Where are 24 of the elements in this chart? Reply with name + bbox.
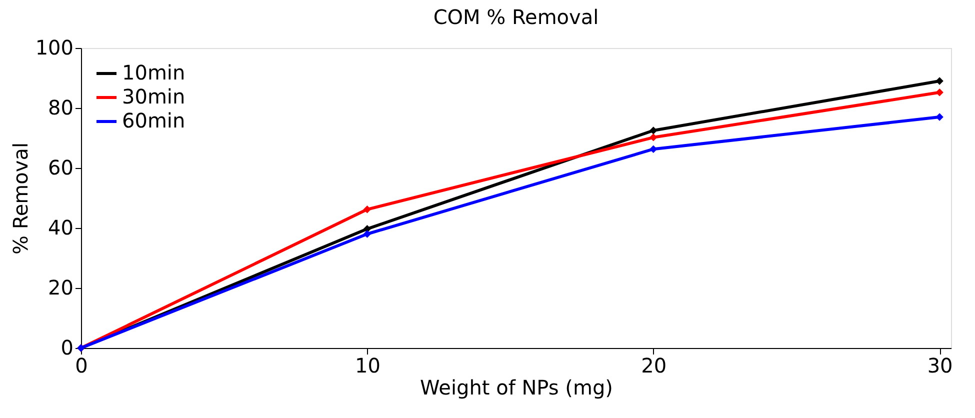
y-tick-label: 100 <box>35 36 74 60</box>
chart-title: COM % Removal <box>433 5 599 29</box>
point <box>649 134 658 142</box>
legend-label: 30min <box>122 84 186 108</box>
x-tick-label: 20 <box>641 354 667 378</box>
x-tick-label: 0 <box>75 354 88 378</box>
legend-label: 10min <box>122 60 186 84</box>
y-tick-label: 60 <box>48 156 74 180</box>
y-tick-label: 0 <box>60 336 74 360</box>
y-tick-label: 80 <box>48 96 74 120</box>
point <box>936 77 944 85</box>
legend-label: 60min <box>122 108 186 132</box>
point <box>936 88 944 96</box>
point <box>363 230 372 238</box>
x-axis-title: Weight of NPs (mg) <box>420 376 613 400</box>
point <box>936 113 944 121</box>
x-tick-label: 10 <box>354 354 380 378</box>
x-tick-label: 30 <box>927 354 953 378</box>
y-axis-title: % Removal <box>8 142 32 255</box>
point <box>649 145 658 153</box>
point <box>649 126 658 134</box>
y-tick-label: 20 <box>48 276 74 300</box>
point <box>363 206 372 214</box>
y-tick-label: 40 <box>48 216 74 240</box>
